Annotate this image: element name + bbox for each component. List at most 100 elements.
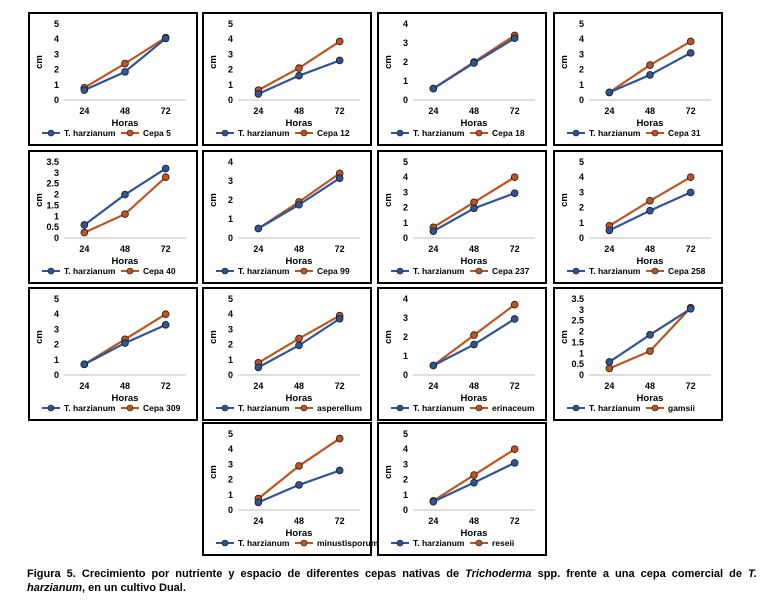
legend-strain-label: reseii [492,538,514,548]
data-point-strain [470,331,478,339]
y-tick-label: 1 [228,80,233,90]
x-axis-title: Horas [461,118,488,129]
data-point-t-harzianum [470,478,478,487]
y-tick-label: 2 [403,332,408,342]
data-point-t-harzianum [470,340,478,349]
data-point-t-harzianum [510,189,519,197]
data-point-t-harzianum [254,498,263,507]
x-tick-label: 72 [161,106,171,116]
y-tick-label: 0 [54,370,59,380]
x-tick-label: 48 [645,381,655,391]
y-tick-label: 2 [228,65,233,75]
y-tick-label: 0 [228,95,233,105]
data-point-t-harzianum [80,86,89,94]
legend-t-harzianum-marker [396,129,404,137]
legend-t-harzianum-label: T. harzianum [238,128,290,138]
legend-t-harzianum-marker [221,267,229,275]
y-tick-label: 4 [403,294,408,304]
chart-panel: 0 1 2 3 4 5 cm 24 48 72 Horas T. harzianum Cepa 237 [377,150,547,284]
x-tick-label: 24 [428,381,438,391]
legend-t-harzianum-label: T. harzianum [64,403,116,413]
x-axis-title: Horas [461,393,488,404]
data-point-t-harzianum [161,164,170,173]
y-tick-label: 1.5 [46,200,59,210]
x-tick-label: 24 [79,106,89,116]
x-tick-label: 48 [120,106,130,116]
legend-strain-marker [300,539,308,547]
data-point-t-harzianum [254,363,263,372]
x-tick-label: 48 [645,106,655,116]
data-point-strain [686,37,695,46]
y-tick-label: 3 [228,324,233,334]
data-point-strain [121,59,129,68]
legend-t-harzianum-marker [221,539,229,547]
data-point-t-harzianum [510,34,519,43]
data-point-t-harzianum [510,459,519,467]
x-tick-label: 72 [335,106,345,116]
data-point-strain [646,61,654,69]
x-tick-label: 48 [469,244,479,254]
legend-t-harzianum-label: T. harzianum [413,128,465,138]
y-tick-label: 3 [579,305,584,315]
x-tick-label: 72 [510,106,520,116]
legend-strain-marker [475,404,483,412]
y-tick-label: 2 [403,203,408,213]
y-axis-title: cm [383,465,394,479]
legend-strain-label: Cepa 237 [492,266,530,276]
y-tick-label: 1 [228,490,233,500]
x-tick-label: 48 [294,381,304,391]
legend-strain-marker [475,267,483,275]
y-axis-title: cm [34,55,45,69]
x-tick-label: 48 [469,381,479,391]
legend-strain-marker [126,404,134,412]
y-tick-label: 3.5 [571,294,584,304]
y-tick-label: 4 [54,34,59,44]
legend-t-harzianum-label: T. harzianum [413,266,465,276]
caption-genus: Trichoderma [465,568,532,580]
y-tick-label: 5 [228,294,233,304]
legend-t-harzianum-label: T. harzianum [64,128,116,138]
data-point-strain [161,173,170,182]
data-point-strain [470,471,478,479]
y-tick-label: 3 [228,49,233,59]
y-tick-label: 4 [579,34,584,44]
caption-species: T. harzianum [27,568,757,594]
y-tick-label: 1 [403,218,408,228]
legend-strain-label: asperellum [317,403,362,413]
y-axis-title: cm [383,55,394,69]
y-tick-label: 2 [228,340,233,350]
x-tick-label: 72 [510,381,520,391]
y-tick-label: 5 [403,157,408,167]
data-point-strain [510,300,519,309]
x-tick-label: 72 [335,381,345,391]
data-point-t-harzianum [686,49,695,57]
legend-strain-marker [651,404,659,412]
legend-t-harzianum-marker [396,404,404,412]
chart-panel: 0 1 2 3 4 5 cm 24 48 72 Horas T. harzianum Cepa 5 [28,12,198,146]
data-point-t-harzianum [470,59,478,67]
data-point-t-harzianum [80,360,89,369]
y-tick-label: 3 [579,187,584,197]
y-tick-label: 1 [228,214,233,224]
y-tick-label: 1.5 [571,337,584,347]
data-point-t-harzianum [121,190,129,199]
y-axis-title: cm [208,193,219,207]
data-point-t-harzianum [121,339,129,347]
legend-t-harzianum-marker [396,267,404,275]
legend-strain-label: minustisporum [317,538,379,548]
y-tick-label: 0 [228,233,233,243]
y-tick-label: 2 [228,195,233,205]
data-point-t-harzianum [646,206,654,215]
y-tick-label: 5 [579,157,584,167]
x-axis-title: Horas [112,393,139,404]
y-tick-label: 3 [54,324,59,334]
y-tick-label: 2.5 [571,316,584,326]
x-tick-label: 48 [294,516,304,526]
x-tick-label: 48 [645,244,655,254]
y-tick-label: 0 [403,233,408,243]
